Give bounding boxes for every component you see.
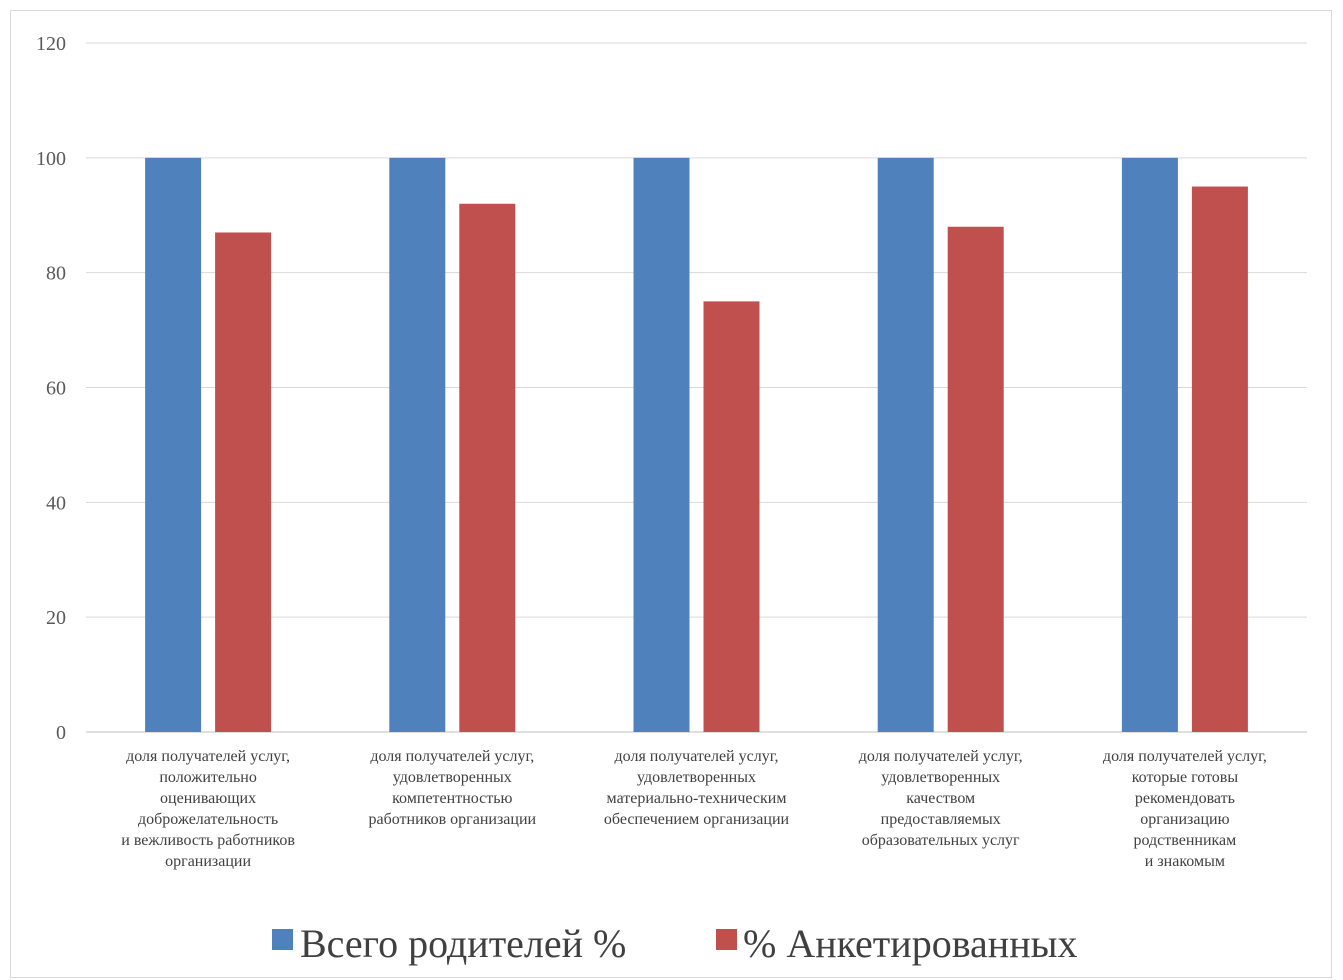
x-category-label: положительно	[159, 769, 257, 786]
bar-surveyed-2	[459, 203, 516, 732]
x-category-label: и вежливость работников	[121, 832, 295, 849]
gridlines	[86, 42, 1307, 733]
legend-swatch	[272, 929, 293, 950]
x-category-label: доля получателей услуг,	[859, 748, 1023, 765]
x-category-label: организацию	[1140, 811, 1229, 828]
legend-label: % Анкетированных	[743, 921, 1078, 966]
y-axis-ticks: 0 20 40 60 80 100 120	[36, 33, 66, 744]
x-category-label: доля получателей услуг,	[1103, 748, 1267, 765]
bar-surveyed-5	[1191, 186, 1248, 732]
legend-swatch	[716, 929, 737, 950]
x-category-label: доброжелательность	[138, 811, 278, 828]
legend-label: Всего родителей %	[300, 921, 626, 966]
x-category-label: доля получателей услуг,	[370, 748, 534, 765]
y-tick-label: 40	[46, 492, 66, 514]
y-tick-label: 0	[56, 722, 66, 744]
x-category-label: материально-техническим	[607, 790, 787, 807]
x-category-label: удовлетворенных	[637, 769, 756, 786]
x-category-label: доля получателей услуг,	[615, 748, 779, 765]
bar-all-parents-3	[633, 157, 690, 733]
y-tick-label: 60	[46, 378, 66, 400]
x-category-label: компетентностью	[392, 790, 512, 807]
bar-all-parents-5	[1121, 157, 1178, 733]
x-category-label: обеспечением организации	[604, 811, 790, 828]
x-category-label: которые готовы	[1132, 769, 1239, 786]
x-category-label: работников организации	[369, 811, 537, 828]
y-tick-label: 120	[36, 33, 66, 55]
bars	[145, 157, 1248, 733]
bar-surveyed-1	[215, 232, 272, 732]
bar-all-parents-1	[145, 157, 202, 733]
x-category-label: доля получателей услуг,	[126, 748, 290, 765]
bar-surveyed-4	[947, 226, 1004, 732]
y-tick-label: 20	[46, 607, 66, 629]
x-category-label: рекомендовать	[1135, 790, 1235, 807]
bar-all-parents-4	[877, 157, 934, 733]
x-category-label: предоставляемых	[881, 811, 1001, 828]
x-category-label: удовлетворенных	[393, 769, 512, 786]
legend: Всего родителей % % Анкетированных	[272, 921, 1078, 966]
x-category-label: оценивающих	[160, 790, 256, 807]
bar-surveyed-3	[703, 301, 760, 732]
x-category-label: качеством	[906, 790, 975, 807]
x-category-label: родственникам	[1134, 832, 1237, 849]
y-tick-label: 100	[36, 148, 66, 170]
x-category-label: удовлетворенных	[881, 769, 1000, 786]
y-tick-label: 80	[46, 263, 66, 285]
bar-all-parents-2	[389, 157, 446, 733]
x-axis-labels: доля получателей услуг, положительно оцени…	[121, 748, 1267, 870]
x-category-label: образовательных услуг	[862, 832, 1020, 849]
x-category-label: и знакомым	[1145, 853, 1225, 870]
x-category-label: организации	[165, 853, 251, 870]
